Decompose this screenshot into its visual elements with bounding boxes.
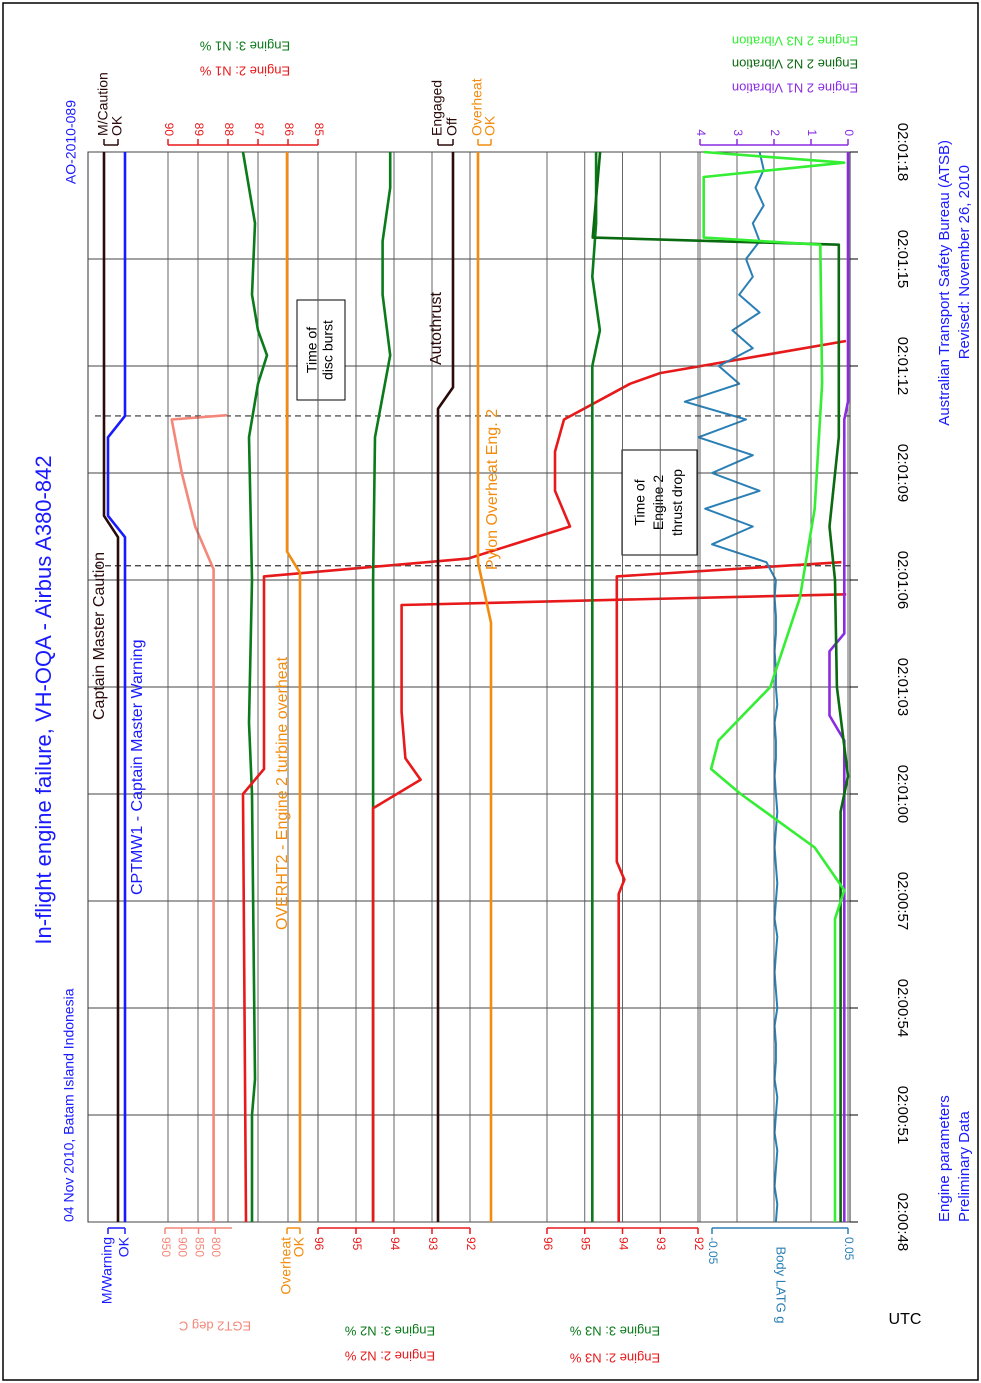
x-tick-label: 02:00:54 (894, 979, 911, 1037)
y-tick-label: OK (109, 115, 125, 136)
annotation-text: Engine 2 (650, 475, 666, 530)
y-tick-label: Overheat (469, 78, 485, 136)
plot: 02:00:48 02:00:51 02:00:54 02:00:57 02:01:00… (87, 72, 911, 1304)
series-line (241, 339, 847, 1223)
series-label: Body LATG g (774, 1246, 789, 1323)
y-tick-label: OK (291, 1236, 307, 1257)
y-tick-label: 88 (222, 123, 236, 137)
y-tick-label: -0.05 (706, 1237, 720, 1265)
series-line (436, 152, 455, 1222)
y-tick-label: 94 (616, 1237, 630, 1251)
y-tick-label: OK (116, 1236, 132, 1257)
y-tick-label: 96 (541, 1237, 555, 1251)
x-tick-label: 02:00:48 (894, 1193, 911, 1251)
y-tick-label: Off (444, 117, 460, 136)
y-tick-label: 85 (312, 123, 326, 137)
annotation-box (621, 449, 698, 556)
reference: AO-2010-089 (63, 100, 79, 184)
x-tick-label: 02:00:57 (894, 872, 911, 930)
y-tick-label: 1 (805, 129, 819, 136)
note: Engine parameters (936, 1095, 953, 1222)
y-tick-label: 0.05 (842, 1237, 856, 1261)
y-tick-label: 90 (162, 123, 176, 137)
series-line (476, 152, 493, 1222)
series-line (371, 593, 847, 1222)
x-tick-label: 02:01:15 (894, 230, 911, 288)
y-tick-label: 850 (192, 1237, 206, 1257)
series-label: Autothrust (428, 292, 445, 365)
source: Revised: November 26, 2010 (956, 165, 973, 359)
series-label: Engine 2 N1 Vibration (732, 81, 858, 96)
x-tick-label: 02:01:03 (894, 658, 911, 716)
y-tick-label: 2 (768, 129, 782, 136)
series-label: Engine 2: N1 % (199, 64, 290, 79)
x-tick-label: 02:01:00 (894, 765, 911, 823)
x-tick-label: 02:01:12 (894, 337, 911, 395)
series-label: Pylon Overheat Eng. 2 (484, 409, 501, 570)
y-tick-label: 0 (842, 129, 856, 136)
x-axis-label: UTC (889, 1311, 922, 1328)
note: Preliminary Data (956, 1110, 973, 1222)
series-label: Engine 3: N1 % (199, 39, 290, 54)
series-label: Engine 2: N3 % (569, 1351, 660, 1366)
annotation-text: Time of (304, 327, 320, 373)
y-tick-label: 950 (159, 1237, 173, 1257)
series-label: Engine 2: N2 % (344, 1349, 435, 1364)
y-tick-label: M/Caution (95, 72, 111, 136)
x-tick-label: 02:01:18 (894, 123, 911, 181)
y-tick-label: 87 (252, 123, 266, 137)
y-tick-label: 95 (579, 1237, 593, 1251)
series-line (170, 413, 228, 1222)
series-label: Engine 3: N3 % (569, 1324, 660, 1339)
y-tick-label: 93 (654, 1237, 668, 1251)
series-label: CPTMW1 - Captain Master Warning (129, 640, 146, 895)
y-tick-label: 89 (192, 123, 206, 137)
series-line (702, 150, 846, 1222)
y-tick-label: 92 (692, 1237, 706, 1251)
series-line (106, 152, 127, 1222)
series-line (615, 560, 842, 1222)
series-label: Engine 3: N2 % (344, 1324, 435, 1339)
series-line (102, 152, 120, 1222)
y-tick-label: 4 (694, 129, 708, 136)
y-tick-label: 94 (388, 1237, 402, 1251)
y-tick-label: 3 (731, 129, 745, 136)
series-line (591, 151, 850, 1222)
series-label: Engine 2 N3 Vibration (732, 34, 858, 49)
y-tick-label: 92 (464, 1237, 478, 1251)
y-tick-label: 800 (209, 1237, 223, 1257)
x-tick-label: 02:00:51 (894, 1086, 911, 1144)
y-tick-label: 96 (312, 1237, 326, 1251)
annotation-text: disc burst (320, 320, 336, 380)
y-tick-label: Engaged (429, 80, 445, 136)
y-tick-label: 93 (426, 1237, 440, 1251)
y-tick-label: 900 (176, 1237, 190, 1257)
x-tick-label: 02:01:06 (894, 551, 911, 609)
series-line (591, 152, 602, 1222)
series-line (683, 151, 779, 1223)
annotation-box (296, 299, 346, 401)
series-line (285, 152, 302, 1222)
y-tick-label: 86 (282, 123, 296, 137)
series-label: OVERHT2 - Engine 2 turbine overheat (274, 656, 291, 930)
series-line (241, 151, 269, 1222)
annotation-text: thrust drop (669, 469, 685, 536)
x-tick-label: 02:01:09 (894, 444, 911, 502)
chart-subtitle: 04 Nov 2010, Batam Island Indonesia (61, 988, 77, 1222)
series-label: Engine 2 N2 Vibration (732, 57, 858, 72)
series-line (371, 152, 392, 1222)
annotation-text: Time of (631, 479, 647, 525)
y-tick-label: OK (482, 115, 498, 136)
y-tick-label: M/Warning (99, 1237, 115, 1304)
source: Australian Transport Safety Bureau (ATSB… (936, 140, 953, 426)
series-label: EGT2 deg C (179, 1319, 251, 1334)
chart-title: In-flight engine failure, VH-OQA - Airbu… (31, 455, 56, 944)
series-label: Captain Master Caution (91, 552, 108, 720)
y-tick-label: 95 (350, 1237, 364, 1251)
y-tick-label: Overheat (278, 1237, 294, 1295)
